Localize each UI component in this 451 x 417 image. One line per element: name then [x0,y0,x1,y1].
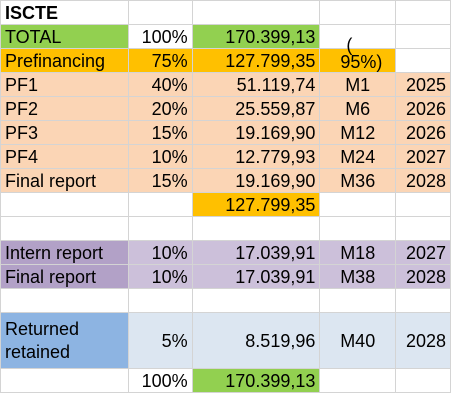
pf-label-cell[interactable]: PF1 [0,72,129,97]
grand-total-row: 100% 170.399,13 [0,368,451,393]
prefinancing-note-cell[interactable]: ( 95%) [319,36,397,73]
pf-year-cell[interactable]: 2028 [395,168,451,193]
pf-pct-cell[interactable]: 15% [127,120,193,145]
total-pct-cell[interactable]: 100% [127,24,193,49]
pf-label-cell[interactable]: PF2 [0,96,129,121]
pf-pct-cell[interactable]: 15% [127,168,193,193]
title-row: ISCTE [0,0,451,25]
pf-amount-cell[interactable]: 51.119,74 [191,72,321,97]
report-milestone-cell[interactable]: M18 [319,240,397,265]
pf-amount-cell[interactable]: 12.779,93 [191,144,321,169]
empty-row [0,288,451,313]
report-label-cell[interactable]: Final report [0,264,129,289]
report-milestone-cell[interactable]: M38 [319,264,397,289]
pf-milestone-cell[interactable]: M6 [319,96,397,121]
pf-milestone-cell[interactable]: M36 [319,168,397,193]
prefinancing-amount-cell[interactable]: 127.799,35 [191,48,321,73]
retained-row: Returned retained 5% 8.519,96 M40 2028 [0,312,451,369]
report-pct-cell[interactable]: 10% [127,264,193,289]
note-open-paren: ( [346,35,353,55]
prefinancing-pct-cell[interactable]: 75% [127,48,193,73]
retained-label-cell[interactable]: Returned retained [0,312,129,369]
retained-amount-cell[interactable]: 8.519,96 [191,312,321,369]
retained-pct-cell[interactable]: 5% [127,312,193,369]
pf-row: PF3 15% 19.169,90 M12 2026 [0,120,451,145]
retained-milestone-cell[interactable]: M40 [319,312,397,369]
report-year-cell[interactable]: 2028 [395,264,451,289]
pf-pct-cell[interactable]: 20% [127,96,193,121]
pf-milestone-cell[interactable]: M1 [319,72,397,97]
total-amount-cell[interactable]: 170.399,13 [191,24,321,49]
pf-row: PF1 40% 51.119,74 M1 2025 [0,72,451,97]
pf-pct-cell[interactable]: 40% [127,72,193,97]
total-label-cell[interactable]: TOTAL [0,24,129,49]
report-label-cell[interactable]: Intern report [0,240,129,265]
pf-subtotal-cell[interactable]: 127.799,35 [191,192,321,217]
pf-subtotal-row: 127.799,35 [0,192,451,217]
report-pct-cell[interactable]: 10% [127,240,193,265]
report-amount-cell[interactable]: 17.039,91 [191,240,321,265]
pf-milestone-cell[interactable]: M12 [319,120,397,145]
note-percent: 95%) [340,52,383,72]
pf-amount-cell[interactable]: 19.169,90 [191,168,321,193]
report-year-cell[interactable]: 2027 [395,240,451,265]
pf-label-cell[interactable]: PF4 [0,144,129,169]
retained-year-cell[interactable]: 2028 [395,312,451,369]
pf-year-cell[interactable]: 2025 [395,72,451,97]
grand-total-pct-cell[interactable]: 100% [127,368,193,393]
pf-year-cell[interactable]: 2027 [395,144,451,169]
budget-table: ISCTE TOTAL 100% 170.399,13 Prefinancing… [0,0,451,393]
grand-total-amount-cell[interactable]: 170.399,13 [191,368,321,393]
pf-milestone-cell[interactable]: M24 [319,144,397,169]
pf-amount-cell[interactable]: 25.559,87 [191,96,321,121]
report-amount-cell[interactable]: 17.039,91 [191,264,321,289]
pf-row: PF4 10% 12.779,93 M24 2027 [0,144,451,169]
report-row: Final report 10% 17.039,91 M38 2028 [0,264,451,289]
pf-pct-cell[interactable]: 10% [127,144,193,169]
pf-year-cell[interactable]: 2026 [395,96,451,121]
pf-label-cell[interactable]: Final report [0,168,129,193]
pf-amount-cell[interactable]: 19.169,90 [191,120,321,145]
report-row: Intern report 10% 17.039,91 M18 2027 [0,240,451,265]
prefinancing-label-cell[interactable]: Prefinancing [0,48,129,73]
pf-year-cell[interactable]: 2026 [395,120,451,145]
pf-row: Final report 15% 19.169,90 M36 2028 [0,168,451,193]
total-row: TOTAL 100% 170.399,13 [0,24,451,49]
title-cell[interactable]: ISCTE [0,0,129,25]
pf-label-cell[interactable]: PF3 [0,120,129,145]
empty-row [0,216,451,241]
pf-row: PF2 20% 25.559,87 M6 2026 [0,96,451,121]
prefinancing-row: Prefinancing 75% 127.799,35 ( 95%) [0,36,451,73]
